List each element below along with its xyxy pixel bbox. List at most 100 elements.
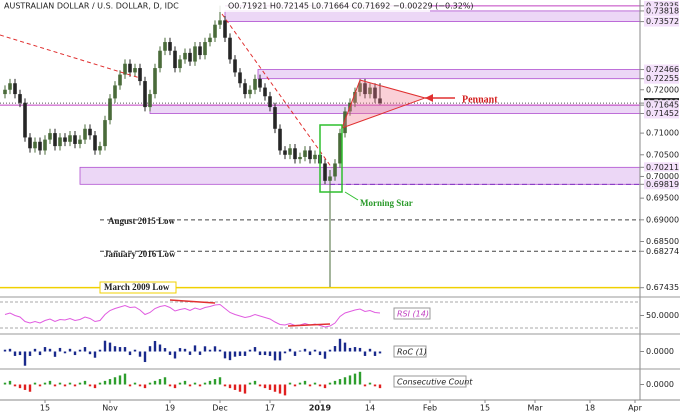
indicator-bar <box>333 346 337 352</box>
y-tick-label: 50.0000 <box>646 311 679 320</box>
indicator-bar <box>283 384 287 396</box>
candle-body <box>28 137 32 149</box>
indicator-bar <box>188 351 192 355</box>
trend-line <box>221 13 333 169</box>
indicator-bar <box>213 346 217 352</box>
candle-body <box>293 148 297 160</box>
ohlc-readout: O0.71921 H0.72145 L0.71664 C0.71692 −0.0… <box>228 2 474 11</box>
indicator-bar <box>268 351 272 356</box>
indicator-bar <box>263 384 267 389</box>
indicator-bar <box>123 373 127 385</box>
y-tick-bg <box>644 179 679 190</box>
indicator-bar <box>213 379 217 385</box>
indicator-bar <box>353 347 357 352</box>
indicator-bar <box>233 351 237 357</box>
x-tick-label: 2019 <box>309 404 332 413</box>
indicator-bar <box>3 349 7 352</box>
y-tick-label: 0.69500 <box>646 194 679 203</box>
indicator-bar <box>298 350 302 352</box>
indicator-bar <box>318 351 322 356</box>
indicator-bar <box>168 384 172 387</box>
y-tick-bg <box>644 128 679 139</box>
indicator-bar <box>58 347 62 352</box>
y-tick-label: 0.73935 <box>646 1 679 10</box>
indicator-bar <box>208 380 212 385</box>
indicator-bar <box>373 351 377 356</box>
y-tick-bg <box>644 282 679 293</box>
legend-box <box>393 307 431 320</box>
indicator-bar <box>48 348 52 352</box>
indicator-bar <box>318 384 322 387</box>
indicator-bar <box>358 371 362 385</box>
candle-body <box>268 96 272 108</box>
indicator-bar <box>133 382 137 385</box>
y-tick-bg <box>644 73 679 84</box>
y-tick-bg <box>644 171 679 182</box>
indicator-bar <box>78 349 82 352</box>
candle-body <box>238 72 242 84</box>
indicator-bar <box>368 382 372 385</box>
indicator-bar <box>348 375 352 385</box>
indicator-bar <box>8 380 12 385</box>
y-tick-label: 0.0000 <box>646 380 674 389</box>
indicator-bar <box>313 382 317 385</box>
indicator-bar <box>278 384 282 394</box>
indicator-bar <box>363 384 367 387</box>
indicator-bar <box>368 348 372 352</box>
x-tick-label: 14 <box>365 404 375 413</box>
indicator-bar <box>173 351 177 359</box>
indicator-bar <box>183 380 187 385</box>
indicator-bar <box>253 347 257 352</box>
indicator-bar <box>353 373 357 385</box>
indicator-bar <box>43 382 47 385</box>
y-tick-label: 0.72000 <box>646 85 679 94</box>
candle-body <box>338 133 342 164</box>
candle-body <box>8 83 12 90</box>
candle-body <box>43 139 47 151</box>
indicator-bar <box>108 342 112 352</box>
candle-body <box>53 133 57 147</box>
x-tick-label: Dec <box>212 404 227 413</box>
morning-star-box <box>319 124 343 193</box>
candle-body <box>298 156 302 160</box>
indicator-bar <box>133 349 137 352</box>
level-zone <box>224 10 641 22</box>
y-tick-label: 0.72466 <box>646 65 679 74</box>
y-tick-bg <box>644 16 679 27</box>
y-tick-bg <box>644 236 679 247</box>
indicator-bar <box>303 348 307 352</box>
y-tick-label: 0.0000 <box>646 347 674 356</box>
indicator-bar <box>158 379 162 385</box>
indicator-bar <box>113 377 117 385</box>
indicator-bar <box>223 351 227 359</box>
indicator-bar <box>78 382 82 385</box>
y-tick-bg <box>644 100 679 111</box>
candle-body <box>128 63 132 73</box>
candle-body <box>173 50 177 69</box>
indicator-bar <box>13 384 17 387</box>
indicator-bar <box>288 348 292 352</box>
indicator-bar <box>273 384 277 392</box>
indicator-bar <box>218 377 222 385</box>
candle-body <box>148 94 152 108</box>
indicator-bar <box>168 351 172 355</box>
indicator-bar <box>238 384 242 392</box>
indicator-bar <box>323 351 327 359</box>
indicator-bar <box>98 349 102 352</box>
divergence-line <box>169 299 216 304</box>
indicator-bar <box>163 377 167 385</box>
indicator-bar <box>138 384 142 387</box>
indicator-bar <box>228 351 232 361</box>
candle-body <box>178 59 182 69</box>
y-tick-bg <box>644 246 679 257</box>
x-tick-label: 18 <box>585 404 595 413</box>
legend-box <box>393 345 427 358</box>
y-tick-label: 0.70000 <box>646 172 679 181</box>
indicator-bar <box>248 382 252 385</box>
candle-body <box>78 139 82 144</box>
indicator-bar <box>8 348 12 352</box>
candle-body <box>313 154 317 160</box>
y-tick-label: 0.69819 <box>646 180 679 189</box>
indicator-bar <box>173 384 177 389</box>
